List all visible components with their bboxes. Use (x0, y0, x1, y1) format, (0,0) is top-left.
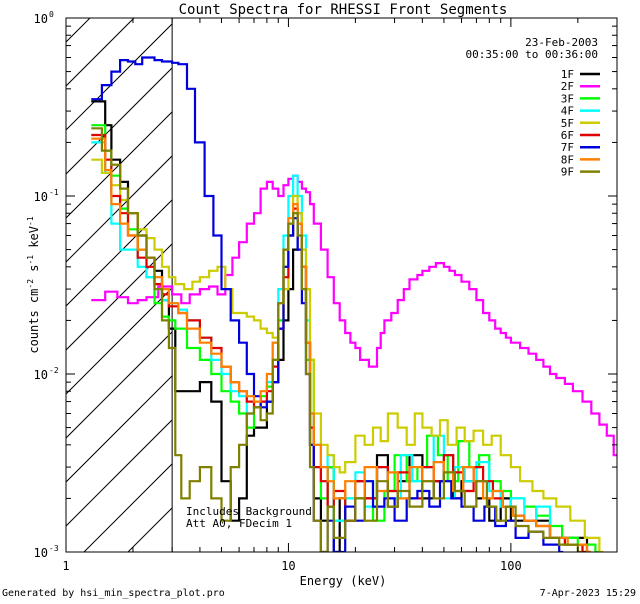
series-7f (91, 56, 564, 552)
legend-label: 6F (561, 129, 574, 142)
hatch-line (66, 199, 173, 307)
x-tick-label: 100 (500, 559, 522, 573)
y-axis-title-exp2: -1 (26, 255, 35, 265)
y-tick-label: 10 (34, 546, 48, 560)
legend-label: 5F (561, 117, 574, 130)
legend-label: 4F (561, 105, 574, 118)
hatch-line (66, 67, 173, 175)
y-axis-title-mid: s (27, 265, 41, 279)
series-2f (91, 174, 617, 457)
legend-label: 1F (561, 68, 574, 81)
hatch-line (66, 23, 173, 131)
legend-label: 8F (561, 153, 574, 166)
axis-ticks (65, 17, 618, 553)
plot-frame (65, 17, 618, 553)
legend-label: 2F (561, 80, 574, 93)
time-range-label: 00:35:00 to 00:36:00 (466, 48, 598, 61)
hatch-line (66, 375, 173, 483)
footer-timestamp: 7-Apr-2023 15:29 (540, 588, 636, 599)
x-axis-title: Energy (keV) (300, 574, 387, 588)
series-9f (91, 127, 582, 552)
y-axis-title-exp3: -1 (26, 216, 35, 226)
date-label: 23-Feb-2003 (525, 36, 598, 49)
legend-label: 7F (561, 141, 574, 154)
annotation-background: Includes Background (186, 505, 312, 518)
hatch-line (66, 419, 173, 527)
hatch-line (66, 243, 173, 351)
y-tick-exponent: -3 (49, 544, 59, 553)
background-hatch-region (66, 18, 173, 552)
y-tick-label: 10 (34, 190, 48, 204)
y-axis-title-exp1: -2 (26, 279, 35, 289)
y-tick-label: 10 (34, 368, 48, 382)
footer-generated-by: Generated by hsi_min_spectra_plot.pro (2, 588, 225, 599)
y-tick-exponent: -1 (49, 188, 59, 197)
legend-label: 3F (561, 92, 574, 105)
legend-label: 9F (561, 166, 574, 179)
y-tick-label: 10 (34, 12, 48, 26)
y-tick-exponent: -2 (49, 366, 59, 375)
annotation-attenuator: Att A0, FDecim 1 (186, 517, 292, 530)
x-tick-label: 1 (62, 559, 69, 573)
chart-title: Count Spectra for RHESSI Front Segments (179, 2, 508, 18)
y-axis-title-base: counts cm (27, 289, 41, 354)
x-tick-label: 10 (281, 559, 295, 573)
y-axis-title: counts cm-2 s-1 keV-1 (26, 216, 41, 353)
y-tick-exponent: 0 (49, 10, 54, 19)
y-axis-title-end: keV (27, 226, 41, 255)
